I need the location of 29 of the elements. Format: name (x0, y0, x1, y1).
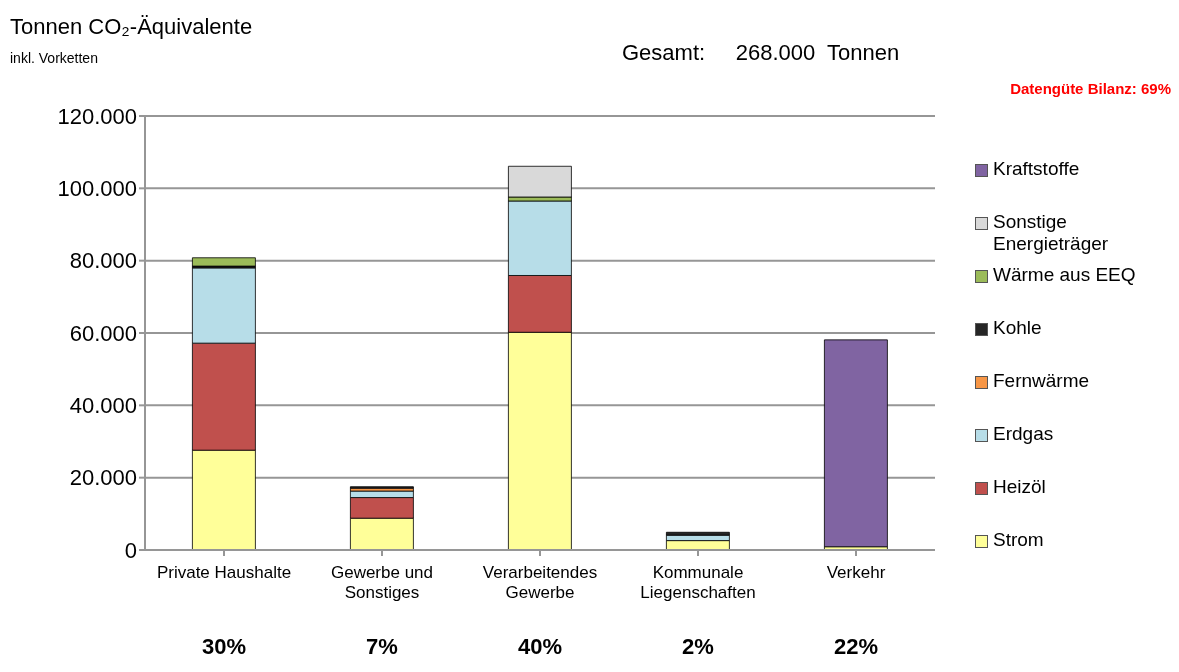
x-tick-label: Verkehr (826, 563, 886, 582)
text: 30% (200, 634, 247, 660)
y-tick-label: 120.000 (57, 103, 137, 129)
legend-label: Erdgas (993, 423, 1054, 445)
x-tick-label: Verarbeitendes Gewerbe (482, 563, 598, 602)
x-tick-label: Private Haushalte (156, 563, 292, 582)
chart-subtitle: inkl. Vorketten (10, 50, 98, 66)
text: 40% (516, 634, 563, 660)
y-tick-label: 100.000 (57, 176, 137, 202)
y-tick-label: 40.000 (69, 393, 137, 419)
legend-label: Kraftstoffe (993, 158, 1080, 180)
y-tick-label: 20.000 (69, 465, 137, 491)
chart-title: Tonnen CO₂-Äquivalente (10, 14, 253, 40)
legend-label: Heizöl (993, 476, 1046, 498)
text: 22% (832, 634, 879, 660)
legend-label: Fernwärme (993, 370, 1090, 392)
legend-label: Strom (993, 529, 1044, 551)
text: Gesamt: 268.000 Tonnen (622, 40, 900, 66)
text: 7% (365, 634, 399, 660)
text: Datengüte Bilanz: 69% (1010, 80, 1171, 97)
y-tick-label: 0 (124, 537, 137, 563)
text: 2% (681, 634, 715, 660)
y-tick-label: 80.000 (69, 248, 137, 274)
legend-label: Wärme aus EEQ (993, 264, 1136, 286)
legend-label: Kohle (993, 317, 1042, 339)
legend-label: Sonstige Energieträger (993, 211, 1110, 255)
y-tick-label: 60.000 (69, 320, 137, 346)
x-tick-label: Kommunale Liegenschaften (640, 563, 756, 602)
x-tick-label: Gewerbe und Sonstiges (330, 563, 434, 602)
